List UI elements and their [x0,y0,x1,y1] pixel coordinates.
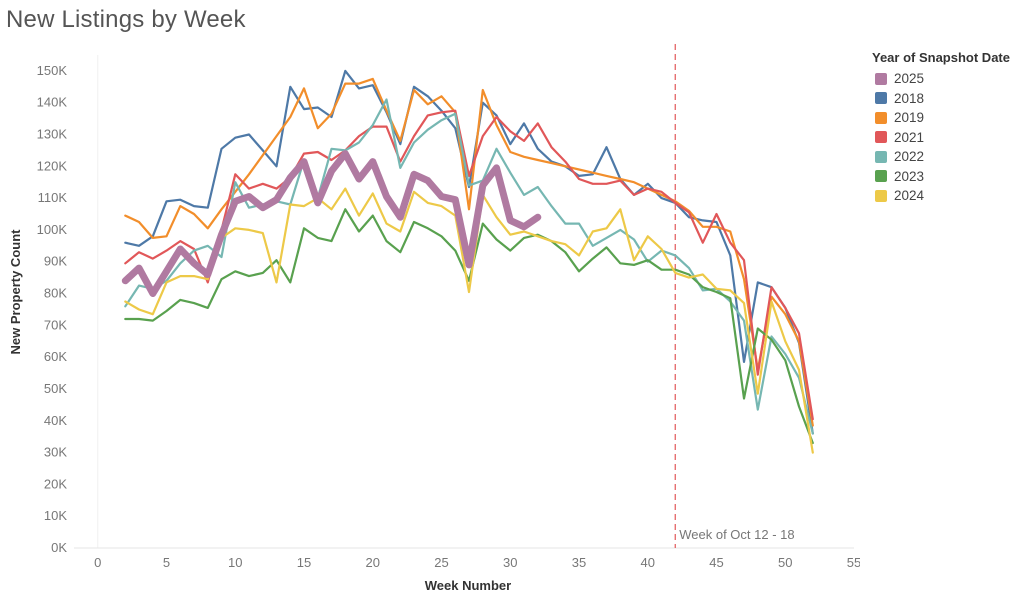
legend-items: 2025 2018 2019 2021 2022 2023 2024 [872,69,1022,206]
series-layer [121,69,814,454]
series-line-2023[interactable] [124,208,814,445]
x-axis-title: Week Number [425,578,511,593]
legend-swatch [875,131,887,144]
y-tick-label: 90K [44,254,67,269]
reference-line-label: Week of Oct 12 - 18 [679,527,794,542]
y-tick-label: 60K [44,349,67,364]
legend-label: 2025 [894,71,925,87]
legend: Year of Snapshot Date 2025 2018 2019 2021 20… [872,50,1022,206]
x-tick-label: 35 [572,555,586,570]
legend-label: 2018 [894,90,925,106]
y-tick-label: 70K [44,317,67,332]
legend-swatch [875,111,887,124]
y-tick-label: 130K [37,127,68,142]
x-tick-label: 30 [503,555,517,570]
legend-label: 2019 [894,110,925,126]
x-tick-label: 55 [847,555,860,570]
chart-title: New Listings by Week [6,6,246,33]
legend-label: 2023 [894,168,925,184]
legend-swatch [875,72,887,85]
x-tick-label: 45 [709,555,723,570]
y-tick-label: 30K [44,445,67,460]
legend-swatch [875,189,887,202]
legend-label: 2022 [894,149,925,165]
legend-item-2021[interactable]: 2021 [872,128,1022,148]
y-tick-label: 80K [44,286,67,301]
x-tick-label: 20 [366,555,380,570]
y-tick-label: 140K [37,95,68,110]
x-tick-label: 40 [641,555,655,570]
legend-item-2019[interactable]: 2019 [872,108,1022,128]
legend-item-2024[interactable]: 2024 [872,186,1022,206]
y-tick-label: 110K [38,190,68,205]
x-tick-label: 5 [163,555,170,570]
y-tick-label: 0K [51,540,67,555]
series-line-2018[interactable] [124,69,814,435]
reference-layer: Week of Oct 12 - 18 [674,44,795,548]
legend-item-2018[interactable]: 2018 [872,89,1022,109]
legend-swatch [875,150,887,163]
y-tick-label: 50K [44,381,67,396]
legend-label: 2021 [894,129,925,145]
x-tick-label: 15 [297,555,311,570]
y-tick-label: 100K [37,222,68,237]
y-axis-title: New Property Count [8,229,23,355]
series-line-2024[interactable] [124,187,814,454]
axis-layer: 0K 10K 20K 30K 40K 50K 60K 70K 80K 90K 100K 110K 120… [37,55,860,570]
series-line-2025[interactable] [121,150,542,297]
series-line-2021[interactable] [124,109,814,421]
legend-item-2023[interactable]: 2023 [872,167,1022,187]
x-tick-label: 25 [434,555,448,570]
legend-item-2022[interactable]: 2022 [872,147,1022,167]
y-tick-label: 20K [44,476,67,491]
legend-swatch [875,92,887,105]
y-tick-label: 40K [44,413,67,428]
legend-swatch [875,170,887,183]
y-tick-label: 10K [44,508,67,523]
x-tick-label: 0 [94,555,101,570]
x-tick-label: 10 [228,555,242,570]
legend-label: 2024 [894,188,925,204]
chart-canvas: 0K 10K 20K 30K 40K 50K 60K 70K 80K 90K 100K 110K 120… [8,44,860,593]
y-tick-label: 150K [37,63,68,78]
y-tick-label: 120K [37,158,68,173]
legend-item-2025[interactable]: 2025 [872,69,1022,89]
legend-title: Year of Snapshot Date [872,50,1010,65]
x-tick-label: 50 [778,555,792,570]
series-line-2019[interactable] [124,77,814,427]
